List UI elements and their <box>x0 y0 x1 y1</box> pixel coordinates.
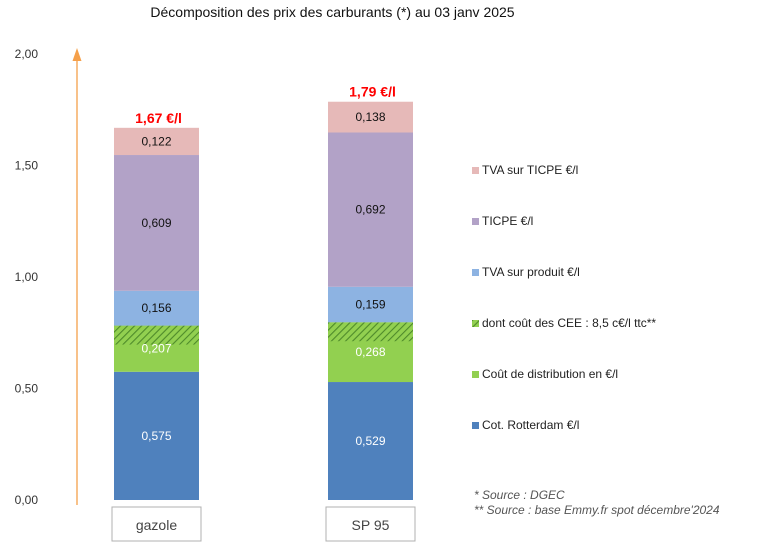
bar-total-label: 1,79 €/l <box>349 84 396 100</box>
bar-segment <box>328 132 413 287</box>
chart-title: Décomposition des prix des carburants (*… <box>150 4 515 20</box>
bar-segment <box>114 155 199 291</box>
bar-segment <box>328 286 413 323</box>
legend-swatch <box>472 371 479 378</box>
category-box <box>111 506 202 542</box>
legend-swatch <box>472 218 479 225</box>
bar-value-label: 0,692 <box>355 203 385 217</box>
category-label: SP 95 <box>352 517 390 533</box>
bar-value-label: 0,138 <box>355 110 385 124</box>
bar-value-label: 0,529 <box>355 434 385 448</box>
bars: 0,575 0,207 0,156 0,609 0,122 1,67 €/l gazole 0… <box>111 84 416 542</box>
axis-arrow-icon <box>72 48 82 61</box>
bar-segment <box>114 127 199 156</box>
source-note-dgec: * Source : DGEC <box>474 488 565 502</box>
legend-swatch <box>472 320 479 327</box>
legend-label: TVA sur produit €/l <box>482 265 580 279</box>
y-tick-label: 2,00 <box>15 47 39 61</box>
bar-total-label: 1,67 €/l <box>135 110 182 126</box>
legend-swatch <box>472 167 479 174</box>
source-note-emmy: ** Source : base Emmy.fr spot décembre'2… <box>474 503 720 517</box>
category-label: gazole <box>136 517 177 533</box>
bar-segment <box>114 290 199 326</box>
legend-swatch <box>472 269 479 276</box>
bar-value-label: 0,122 <box>141 134 171 148</box>
y-axis: 0,00 0,50 1,00 1,50 2,00 <box>15 47 82 507</box>
bar-segment-cee-overlay <box>328 322 413 342</box>
legend-label: dont coût des CEE : 8,5 c€/l ttc** <box>482 316 656 330</box>
bar-segment-cee-overlay <box>114 325 199 345</box>
legend: TVA sur TICPE €/l TICPE €/l TVA sur produi… <box>472 163 656 432</box>
bar-segment <box>114 371 199 500</box>
legend-label: TICPE €/l <box>482 214 533 228</box>
bar-segment <box>328 382 413 500</box>
y-tick-label: 1,50 <box>15 159 39 173</box>
y-tick-label: 0,50 <box>15 382 39 396</box>
bar-value-label: 0,159 <box>355 298 385 312</box>
bar-value-label: 0,575 <box>141 429 171 443</box>
bar-segment <box>328 101 413 133</box>
y-tick-label: 0,00 <box>15 493 39 507</box>
legend-label: TVA sur TICPE €/l <box>482 163 578 177</box>
y-tick-label: 1,00 <box>15 270 39 284</box>
bar-value-label: 0,156 <box>141 301 171 315</box>
bar-value-label: 0,268 <box>355 345 385 359</box>
legend-label: Coût de distribution en €/l <box>482 367 618 381</box>
legend-swatch <box>472 422 479 429</box>
bar-value-label: 0,609 <box>141 216 171 230</box>
legend-label: Cot. Rotterdam €/l <box>482 418 579 432</box>
bar-value-label: 0,207 <box>141 342 171 356</box>
category-box <box>325 506 416 542</box>
